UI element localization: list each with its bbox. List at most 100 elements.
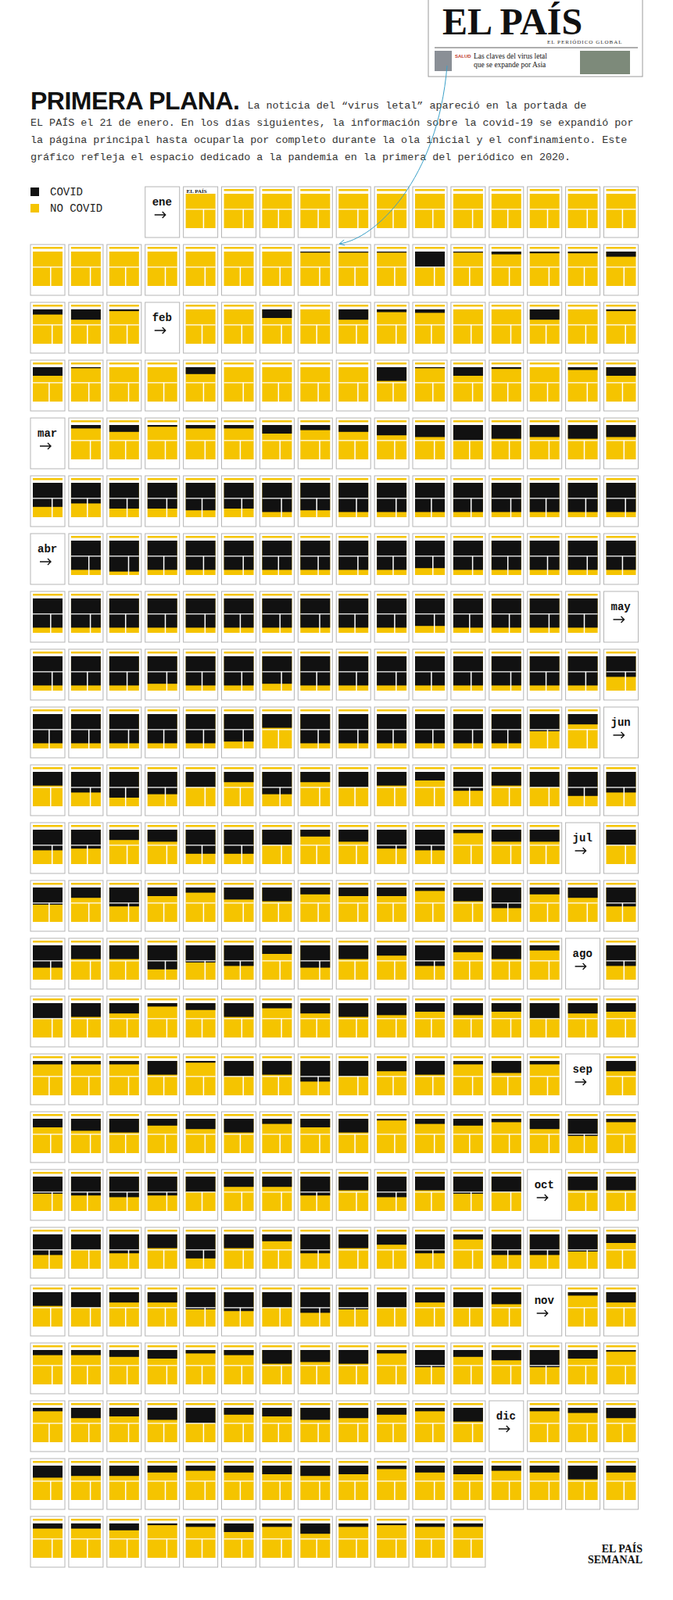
page-divider: [545, 1019, 548, 1039]
page-divider: [624, 325, 627, 344]
page-divider: [355, 845, 358, 865]
page-masthead-strip: [109, 767, 140, 770]
page: [107, 1112, 142, 1164]
page-divider: [606, 902, 637, 904]
page-masthead-strip: [261, 304, 292, 308]
page: [259, 707, 294, 759]
page-divider: [547, 209, 549, 229]
page-divider: [186, 266, 216, 268]
page-divider: [224, 208, 255, 210]
no-covid-area: [186, 1119, 216, 1154]
page-masthead-strip: [529, 883, 560, 886]
page-divider: [491, 324, 522, 326]
page-divider: [201, 672, 204, 691]
clipping-section: SALUD: [454, 53, 472, 59]
page: [451, 533, 486, 585]
page-divider: [622, 383, 624, 402]
page-frame: [221, 360, 257, 412]
month-arrow: [39, 443, 51, 450]
page-frame: [107, 302, 142, 354]
page-frame: [297, 765, 333, 817]
page-divider: [392, 556, 394, 576]
page-masthead-strip: [32, 825, 63, 828]
no-covid-area: [568, 887, 598, 923]
covid-area: [606, 772, 637, 793]
page-frame: [565, 707, 601, 759]
page-frame: [374, 1054, 409, 1106]
no-covid-area: [491, 425, 522, 460]
covid-area: [568, 1119, 598, 1137]
no-covid-area: [453, 309, 484, 344]
page-divider: [280, 1019, 283, 1039]
page-divider: [164, 614, 167, 634]
no-covid-area: [415, 367, 445, 402]
page: [451, 360, 486, 412]
page-frame: [604, 533, 639, 585]
page-masthead-strip: [300, 709, 330, 713]
covid-area: [186, 251, 216, 253]
covid-area: [224, 945, 255, 967]
page-masthead-strip: [529, 1114, 560, 1117]
no-covid-area: [568, 714, 598, 749]
page-masthead-strip: [224, 304, 255, 308]
no-covid-area: [338, 945, 369, 981]
no-covid-area: [71, 367, 101, 402]
page: [68, 1170, 104, 1221]
page-frame: [30, 649, 65, 701]
page-frame: [527, 1170, 563, 1221]
page-frame: [527, 418, 563, 469]
page-divider: [468, 440, 471, 460]
no-covid-area: [606, 367, 637, 402]
page: [107, 707, 142, 759]
page-divider: [32, 382, 63, 384]
page-divider: [318, 787, 321, 807]
covid-area: [300, 483, 330, 511]
page-divider: [355, 325, 358, 344]
page-masthead-strip: [529, 304, 560, 308]
page-masthead-strip: [71, 594, 101, 597]
page-divider: [547, 903, 549, 923]
page-divider: [280, 325, 283, 344]
page-divider: [51, 845, 54, 865]
covid-area: [261, 193, 292, 195]
covid-area: [224, 1177, 255, 1188]
covid-area: [32, 367, 63, 376]
page-divider: [606, 382, 637, 384]
page-divider: [32, 1076, 63, 1078]
page-divider: [624, 498, 627, 518]
page-frame: [107, 996, 142, 1048]
page: [297, 823, 333, 874]
no-covid-area: [71, 309, 101, 344]
page-masthead-strip: [71, 362, 101, 366]
page-divider: [203, 1077, 205, 1096]
page-divider: [278, 556, 280, 576]
page-frame: [259, 418, 294, 469]
page-divider: [147, 1134, 178, 1135]
page: [565, 591, 601, 643]
page-divider: [224, 960, 255, 962]
page-masthead-strip: [415, 536, 445, 539]
no-covid-area: [224, 945, 255, 981]
month-arrow: [613, 616, 625, 623]
page-divider: [338, 440, 369, 441]
page-frame: [412, 591, 448, 643]
page-divider: [529, 1076, 560, 1078]
no-covid-area: [606, 830, 637, 865]
page: [336, 360, 371, 412]
page-frame: [30, 418, 65, 469]
page-divider: [163, 903, 165, 923]
covid-area: [300, 540, 330, 570]
page-frame: [374, 533, 409, 585]
page-masthead-strip: [529, 941, 560, 944]
page-masthead-strip: [147, 709, 178, 713]
page-divider: [186, 555, 216, 557]
page-divider: [201, 1019, 204, 1039]
covid-area: [453, 1177, 484, 1195]
page: [412, 1054, 448, 1106]
page-masthead-strip: [529, 189, 560, 192]
covid-area: [147, 540, 178, 570]
page-divider: [338, 555, 369, 557]
page: [68, 1054, 104, 1106]
page-divider: [147, 844, 178, 846]
covid-area: [415, 945, 445, 967]
